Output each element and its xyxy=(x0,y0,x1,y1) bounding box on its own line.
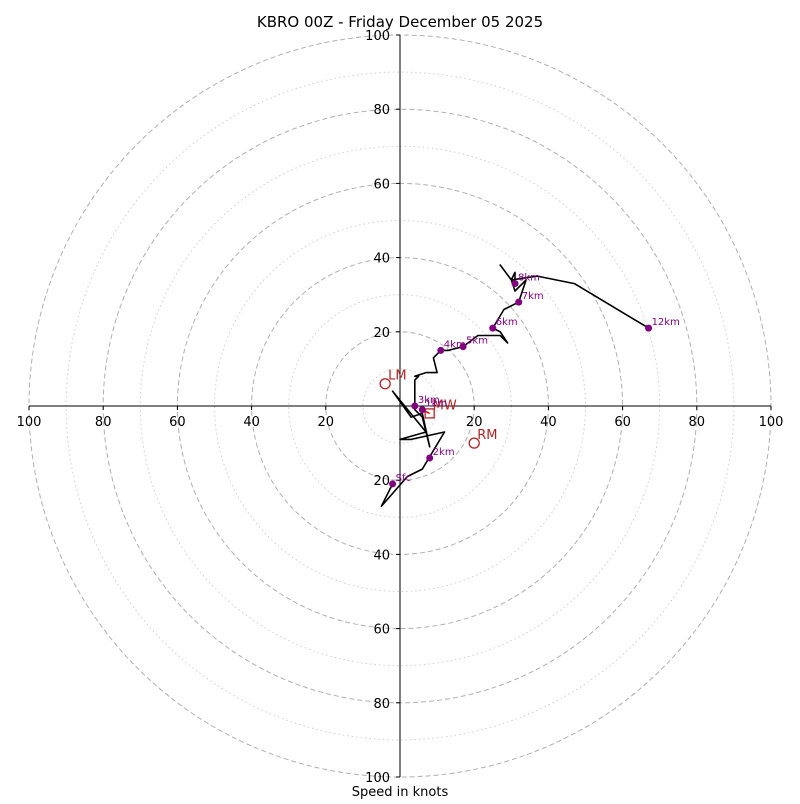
y-tick-label: 40 xyxy=(373,252,390,267)
height-marker-dot xyxy=(418,406,426,414)
height-marker-label: 4km xyxy=(444,339,466,350)
y-tick-label: 40 xyxy=(373,548,390,563)
y-tick-label: 60 xyxy=(373,177,390,192)
y-tick-label: 60 xyxy=(373,623,390,638)
storm-motions: LM RM MW xyxy=(379,369,497,449)
height-marker-label: 6km xyxy=(496,317,518,328)
y-tick-label: 20 xyxy=(373,326,390,341)
y-tick-label: 100 xyxy=(365,29,390,44)
x-tick-label: 80 xyxy=(689,415,706,430)
height-marker-label: 12km xyxy=(652,317,680,328)
hodograph-trace xyxy=(380,264,650,508)
height-marker-label: 2km xyxy=(433,447,455,458)
storm-motion-marker xyxy=(424,408,435,419)
x-tick-label: 40 xyxy=(243,415,260,430)
storm-motion-label: LM xyxy=(388,369,406,384)
x-tick-label: 100 xyxy=(17,415,42,430)
x-tick-label: 20 xyxy=(466,415,483,430)
height-marker-dot xyxy=(389,480,397,488)
y-tick-label: 100 xyxy=(365,771,390,786)
height-marker-dot xyxy=(511,280,519,288)
storm-motion-marker xyxy=(379,378,391,390)
y-tick-label: 20 xyxy=(373,474,390,489)
hodograph-line xyxy=(380,264,650,508)
storm-motion-label: RM xyxy=(477,428,497,443)
height-marker-label: 1km xyxy=(425,399,447,410)
x-tick-label: 100 xyxy=(759,415,784,430)
x-tick-label: 60 xyxy=(614,415,631,430)
height-marker-dot xyxy=(645,324,653,332)
x-tick-label: 40 xyxy=(540,415,557,430)
x-tick-label: 80 xyxy=(95,415,112,430)
tick-labels: 100 80 60 40 20 20 40 60 80 100 100 80 60 40 20 20 40 60 8… xyxy=(17,29,784,786)
height-marker-label: 7km xyxy=(522,291,544,302)
height-marker-dot xyxy=(489,324,497,332)
height-marker-label: Sfc xyxy=(396,473,411,484)
y-tick-label: 80 xyxy=(373,697,390,712)
height-marker-dot xyxy=(515,298,523,306)
x-axis-label: Speed in knots xyxy=(352,785,449,800)
y-tick-label: 80 xyxy=(373,103,390,118)
x-tick-label: 20 xyxy=(318,415,335,430)
height-marker-dot xyxy=(437,346,445,354)
height-marker-label: 3km xyxy=(418,395,440,406)
height-marker-dot xyxy=(411,402,419,410)
storm-motion-marker xyxy=(468,437,480,449)
height-marker-dot xyxy=(426,454,434,462)
height-markers: Sfc 1km 2km 3km 4km 5km 6km 7km 8km 12km xyxy=(389,273,680,488)
height-marker-label: 5km xyxy=(466,336,488,347)
storm-motion-label: MW xyxy=(433,398,457,413)
height-marker-label: 8km xyxy=(518,273,540,284)
height-marker-dot xyxy=(459,343,467,351)
chart-title: KBRO 00Z - Friday December 05 2025 xyxy=(257,13,543,31)
x-tick-label: 60 xyxy=(169,415,186,430)
axes xyxy=(29,35,771,777)
